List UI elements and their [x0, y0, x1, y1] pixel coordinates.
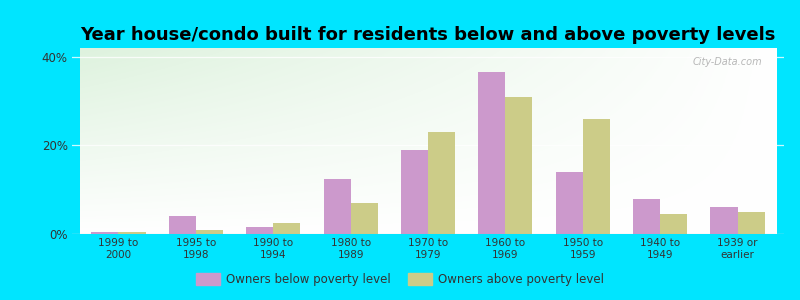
Bar [633, 199, 660, 234]
Legend: Owners below poverty level, Owners above poverty level: Owners below poverty level, Owners above… [191, 268, 609, 291]
Bar [169, 216, 196, 234]
Bar [323, 178, 350, 234]
Bar [118, 232, 146, 234]
Bar [196, 230, 223, 234]
Bar [91, 232, 118, 234]
Bar [428, 132, 455, 234]
Bar [582, 119, 610, 234]
Bar [660, 214, 687, 234]
Bar [401, 150, 428, 234]
Title: Year house/condo built for residents below and above poverty levels: Year house/condo built for residents bel… [80, 26, 776, 44]
Bar [274, 223, 300, 234]
Bar [556, 172, 582, 234]
Bar [478, 72, 506, 234]
Text: City-Data.com: City-Data.com [693, 57, 762, 67]
Bar [350, 203, 378, 234]
Bar [246, 227, 274, 234]
Bar [738, 212, 765, 234]
Bar [506, 97, 533, 234]
Bar [710, 207, 738, 234]
